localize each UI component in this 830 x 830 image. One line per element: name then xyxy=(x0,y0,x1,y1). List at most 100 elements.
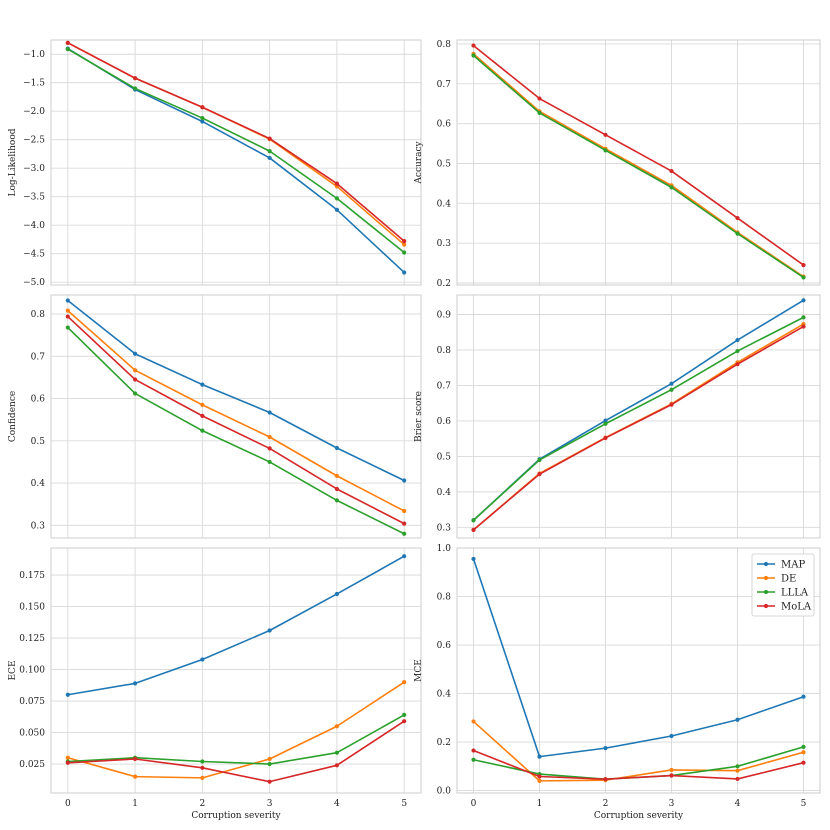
y-tick-label: 0.8 xyxy=(437,593,452,603)
x-tick-label: 2 xyxy=(199,799,205,809)
data-point-de xyxy=(132,368,138,373)
data-point-llla xyxy=(471,53,476,58)
data-point-map xyxy=(267,410,272,415)
y-axis-label: Accuracy xyxy=(414,141,424,185)
x-tick-label: 3 xyxy=(669,799,675,809)
data-point-map xyxy=(402,270,407,275)
chart-panel-top-left: −1.0 −1.5 −2.0 −2.5 −3.0 −3.5 −4.0 −4.5 −5.0 Log-… xyxy=(8,39,422,288)
series-line-llla xyxy=(472,54,804,279)
data-point-llla xyxy=(334,498,340,503)
data-point-llla xyxy=(402,712,407,718)
x-tick-label: 2 xyxy=(603,799,609,809)
data-point-map xyxy=(402,554,407,559)
data-point-mola xyxy=(471,43,476,48)
legend-marker-llla xyxy=(763,589,769,595)
y-tick-label: −4.0 xyxy=(23,221,45,231)
data-point-de xyxy=(132,774,138,779)
data-point-mola xyxy=(334,763,340,768)
y-tick-label: 0.2 xyxy=(437,279,451,289)
y-tick-label: 0.4 xyxy=(437,488,452,498)
data-point-mola xyxy=(537,96,542,101)
data-point-mola xyxy=(132,377,138,382)
y-tick-label: 0.075 xyxy=(19,697,45,707)
data-point-mola xyxy=(65,40,70,45)
data-point-llla xyxy=(471,518,476,523)
data-point-map xyxy=(65,298,70,303)
data-point-mola xyxy=(801,324,806,329)
data-point-de xyxy=(471,719,476,724)
y-tick-label: 0.050 xyxy=(19,729,45,739)
data-point-de xyxy=(267,756,272,762)
y-tick-label: 0.6 xyxy=(437,120,452,130)
data-point-map xyxy=(334,207,340,212)
series-line-de xyxy=(67,681,405,779)
data-point-map xyxy=(669,381,674,386)
y-tick-label: 0.100 xyxy=(19,666,45,676)
y-tick-label: 0.0 xyxy=(437,787,452,797)
y-tick-label: 0.025 xyxy=(19,760,45,770)
data-point-mola xyxy=(65,760,70,765)
plot-frame xyxy=(50,547,422,794)
x-tick-label: 0 xyxy=(471,799,477,809)
data-point-llla xyxy=(669,185,674,190)
series-line-mola xyxy=(67,315,405,525)
data-point-map xyxy=(132,681,138,686)
series-line-mola xyxy=(67,42,405,242)
series-line-mola xyxy=(472,325,804,531)
y-tick-label: 0.4 xyxy=(437,690,452,700)
x-tick-label: 1 xyxy=(132,799,138,809)
data-point-llla xyxy=(735,764,740,769)
data-point-mola xyxy=(200,413,205,418)
plot-frame xyxy=(456,294,821,539)
data-point-llla xyxy=(603,421,608,426)
series-line-mola xyxy=(472,44,804,266)
data-point-mola xyxy=(267,779,272,784)
data-point-llla xyxy=(334,196,340,201)
plot-frame xyxy=(50,294,422,539)
plot-area xyxy=(51,40,421,285)
data-point-map xyxy=(471,556,476,562)
data-point-mola xyxy=(471,748,476,753)
data-point-llla xyxy=(801,744,806,750)
series-line-de xyxy=(472,53,804,278)
y-axis-label: Brier score xyxy=(414,391,424,442)
y-tick-label: 0.6 xyxy=(31,395,46,405)
series-line-map xyxy=(67,555,405,696)
data-point-llla xyxy=(132,391,138,396)
y-tick-label: −4.5 xyxy=(23,250,45,260)
data-point-llla xyxy=(200,115,205,121)
data-point-llla xyxy=(801,315,806,320)
data-point-mola xyxy=(735,215,740,221)
data-point-de xyxy=(669,767,674,773)
data-point-map xyxy=(603,746,608,751)
data-point-mola xyxy=(334,486,340,492)
data-point-de xyxy=(200,775,205,780)
data-point-llla xyxy=(471,757,476,762)
data-point-mola xyxy=(669,402,674,407)
data-point-mola xyxy=(735,776,740,782)
y-tick-label: −1.0 xyxy=(23,50,45,60)
data-point-llla xyxy=(200,759,205,764)
data-point-llla xyxy=(334,750,340,755)
series-line-map xyxy=(67,299,405,482)
y-tick-label: 0.3 xyxy=(437,523,452,533)
y-tick-label: 0.6 xyxy=(437,417,452,427)
chart-panel-bottom-right: 0.0 0.2 0.4 0.6 0.8 1.0 0 1 2 3 4 5 Corruption sever… xyxy=(414,544,821,821)
data-point-map xyxy=(65,692,70,697)
data-point-mola xyxy=(669,773,674,778)
y-tick-label: −2.0 xyxy=(23,107,45,117)
y-tick-label: 0.5 xyxy=(31,437,46,447)
y-tick-label: 1.0 xyxy=(437,544,452,554)
y-axis-label: Confidence xyxy=(8,391,18,442)
series-line-llla xyxy=(472,316,804,521)
chart-panel-bottom-left: 0.025 0.050 0.075 0.100 0.125 0.150 0.175 0 1 2 3 4… xyxy=(8,547,422,821)
data-point-mola xyxy=(402,719,407,724)
data-point-mola xyxy=(801,262,806,268)
legend-box xyxy=(751,553,815,617)
y-tick-label: 0.7 xyxy=(437,80,452,90)
plot-area xyxy=(51,548,421,793)
x-tick-label: 1 xyxy=(537,799,543,809)
data-point-de xyxy=(402,242,407,247)
series-line-llla xyxy=(67,48,405,254)
series-line-de xyxy=(67,310,405,512)
